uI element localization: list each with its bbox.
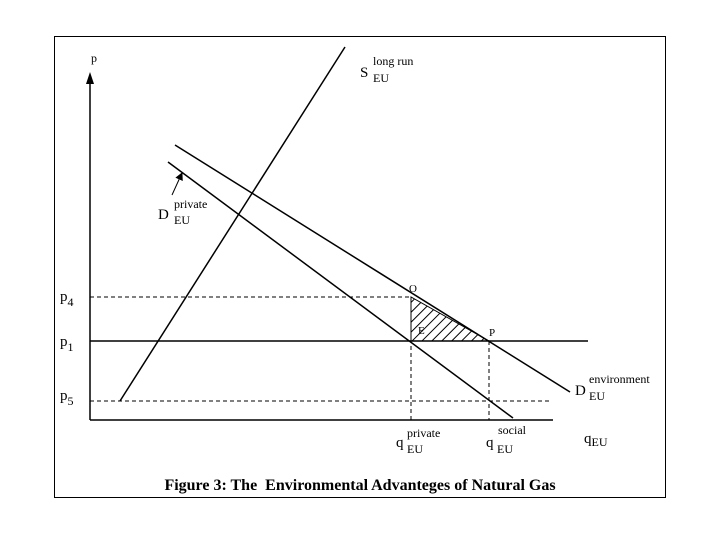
- q-social-label-sub: EU: [497, 442, 513, 456]
- demand-private-label-sup: private: [174, 197, 207, 211]
- supply-label-main: S: [360, 65, 368, 81]
- p4-label: p4: [60, 289, 74, 309]
- p1-label: p1: [60, 334, 74, 354]
- figure-caption: Figure 3: The Environmental Advanteges o…: [164, 477, 555, 494]
- supply-curve: [119, 46, 346, 402]
- y-axis-label: p: [91, 51, 97, 65]
- demand-private-label-main: D: [158, 207, 169, 223]
- q-social-label-main: q: [486, 435, 494, 451]
- supply-label-sub: EU: [373, 71, 389, 85]
- point-p-label: P: [489, 327, 495, 339]
- figure-frame: [54, 36, 666, 498]
- point-e-label: E: [418, 325, 425, 337]
- x-axis-label: qEU: [584, 431, 608, 449]
- supply-label-sup: long run: [373, 54, 413, 68]
- q-private-label-sup: private: [407, 426, 440, 440]
- q-social-label-sup: social: [498, 423, 527, 437]
- p5-label: p5: [60, 388, 74, 408]
- demand-private-label-sub: EU: [174, 213, 190, 227]
- demand-environment-label-sub: EU: [589, 389, 605, 403]
- q-private-label-main: q: [396, 435, 404, 451]
- demand-private-curve: [167, 161, 514, 419]
- demand-environment-curve: [174, 144, 571, 393]
- q-private-label-sub: EU: [407, 442, 423, 456]
- private-label-arrow: [171, 172, 183, 196]
- demand-environment-label-main: D: [575, 383, 586, 399]
- point-o-label: O: [409, 283, 417, 295]
- y-axis-arrow-icon: [86, 72, 94, 84]
- demand-environment-label-sup: environment: [589, 372, 650, 386]
